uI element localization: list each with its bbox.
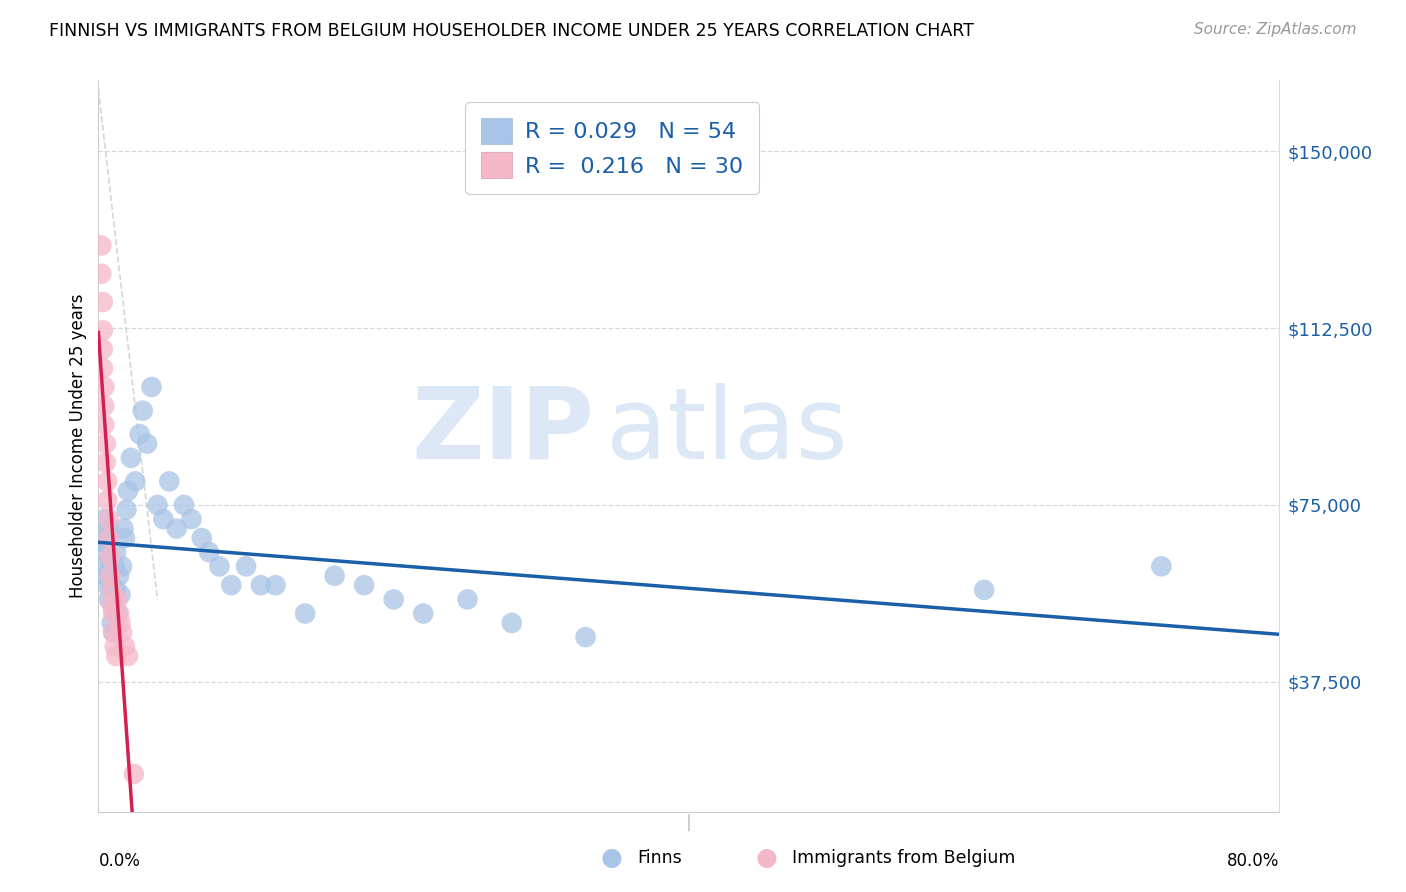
Point [124, 475, 146, 489]
Point [412, 607, 434, 621]
Point [191, 531, 214, 545]
Point [97, 522, 120, 536]
Point [107, 607, 129, 621]
Point [173, 498, 195, 512]
Point [103, 625, 125, 640]
Point [294, 607, 316, 621]
Text: ZIP: ZIP [412, 383, 595, 480]
Point [264, 578, 287, 592]
Point [90, 238, 112, 252]
Point [198, 545, 221, 559]
Point [221, 578, 243, 592]
Point [112, 522, 135, 536]
Point [575, 630, 598, 644]
Text: Immigrants from Belgium: Immigrants from Belgium [792, 849, 1015, 867]
Point [98, 555, 121, 569]
Point [108, 607, 131, 621]
Point [107, 592, 129, 607]
Point [91, 323, 114, 337]
Text: ●: ● [600, 847, 623, 870]
Point [91, 559, 114, 574]
Y-axis label: Householder Income Under 25 years: Householder Income Under 25 years [69, 293, 87, 599]
Point [94, 568, 117, 582]
Point [91, 343, 114, 357]
Point [114, 640, 136, 654]
Point [90, 267, 112, 281]
Point [94, 436, 117, 450]
Point [166, 522, 188, 536]
Point [103, 607, 125, 621]
Legend: R = 0.029   N = 54, R =  0.216   N = 30: R = 0.029 N = 54, R = 0.216 N = 30 [465, 103, 759, 194]
Point [141, 380, 163, 394]
Point [96, 493, 118, 508]
Point [110, 615, 132, 630]
Text: 0.0%: 0.0% [98, 852, 141, 870]
Point [111, 625, 134, 640]
Point [96, 545, 118, 559]
Point [93, 380, 115, 394]
Point [104, 640, 127, 654]
Point [94, 456, 117, 470]
Point [105, 582, 128, 597]
Point [96, 578, 118, 592]
Point [457, 592, 479, 607]
Point [97, 512, 120, 526]
Point [501, 615, 523, 630]
Text: Finns: Finns [637, 849, 682, 867]
Text: atlas: atlas [606, 383, 848, 480]
Point [117, 648, 139, 663]
Point [108, 568, 131, 582]
Point [136, 436, 159, 450]
Point [94, 531, 117, 545]
Point [93, 417, 115, 432]
Point [97, 592, 120, 607]
Point [105, 648, 128, 663]
Point [98, 568, 121, 582]
Point [353, 578, 375, 592]
Point [100, 578, 122, 592]
Text: ●: ● [755, 847, 778, 870]
Point [128, 427, 150, 442]
Point [152, 512, 174, 526]
Point [93, 512, 115, 526]
Point [115, 502, 138, 516]
Point [103, 602, 125, 616]
Point [180, 512, 202, 526]
Point [98, 549, 121, 564]
Point [114, 531, 136, 545]
Point [120, 450, 142, 465]
Point [93, 399, 115, 413]
Point [132, 403, 155, 417]
Point [250, 578, 273, 592]
Point [111, 559, 134, 574]
Point [105, 545, 128, 559]
Point [973, 582, 995, 597]
Point [110, 588, 132, 602]
Point [103, 625, 125, 640]
Point [117, 483, 139, 498]
Point [1150, 559, 1173, 574]
Point [91, 361, 114, 376]
Point [323, 568, 346, 582]
Point [100, 615, 122, 630]
Point [146, 498, 169, 512]
Point [104, 559, 127, 574]
Point [93, 535, 115, 549]
Point [97, 531, 120, 545]
Text: FINNISH VS IMMIGRANTS FROM BELGIUM HOUSEHOLDER INCOME UNDER 25 YEARS CORRELATION: FINNISH VS IMMIGRANTS FROM BELGIUM HOUSE… [49, 22, 974, 40]
Point [235, 559, 257, 574]
Text: Source: ZipAtlas.com: Source: ZipAtlas.com [1194, 22, 1357, 37]
Point [91, 295, 114, 310]
Point [208, 559, 231, 574]
Point [96, 475, 118, 489]
Point [100, 597, 122, 611]
Point [122, 767, 145, 781]
Point [157, 475, 180, 489]
Point [382, 592, 405, 607]
Text: 80.0%: 80.0% [1227, 852, 1279, 870]
Point [100, 582, 122, 597]
